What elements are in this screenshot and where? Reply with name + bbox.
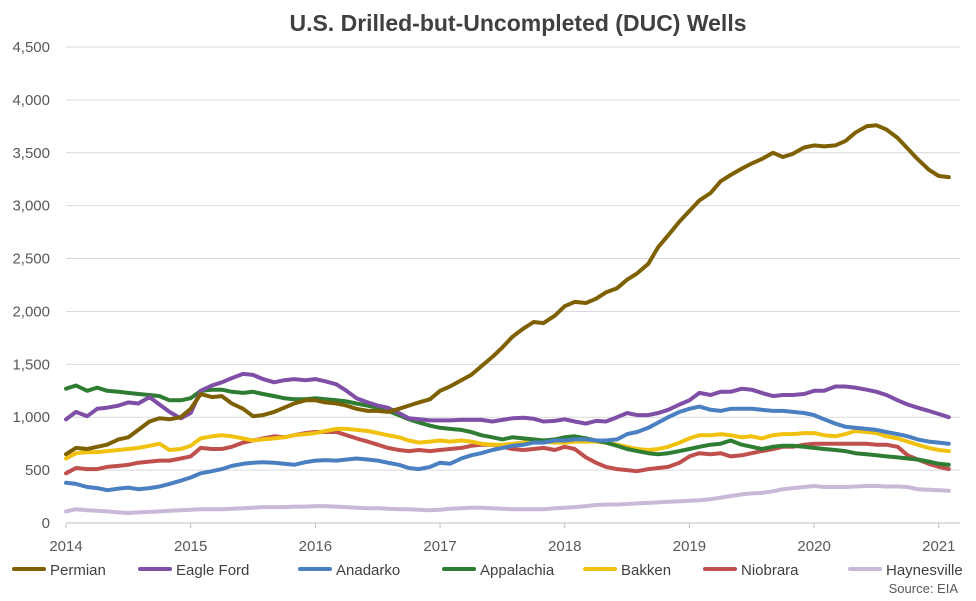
y-tick-label: 4,500 bbox=[12, 39, 50, 56]
y-tick-label: 3,500 bbox=[12, 145, 50, 162]
y-tick-label: 1,500 bbox=[12, 356, 50, 373]
y-tick-label: 0 bbox=[42, 515, 50, 532]
x-tick-label: 2014 bbox=[49, 538, 82, 555]
x-axis-ticks: 2014 2015 2016 2017 2018 2019 2020 2021 bbox=[49, 523, 955, 555]
y-tick-label: 1,000 bbox=[12, 409, 50, 426]
series-lines bbox=[64, 123, 951, 515]
y-tick-label: 4,000 bbox=[12, 92, 50, 109]
legend: Permian Eagle Ford Anadarko Appalachia Bakke… bbox=[12, 562, 963, 579]
y-tick-label: 3,000 bbox=[12, 198, 50, 215]
y-axis-ticks: 0 500 1,000 1,500 2,000 2,500 3,000 3,500 4,000 4… bbox=[12, 39, 50, 532]
series-line-eagle-ford bbox=[64, 371, 951, 426]
x-tick-label: 2017 bbox=[423, 538, 456, 555]
x-tick-label: 2018 bbox=[548, 538, 581, 555]
gridlines bbox=[66, 46, 960, 471]
x-tick-label: 2016 bbox=[299, 538, 332, 555]
source-note: Source: EIA bbox=[889, 581, 959, 596]
series-line-bakken bbox=[64, 426, 951, 461]
legend-label-haynesville: Haynesville bbox=[886, 562, 963, 579]
y-tick-label: 2,000 bbox=[12, 303, 50, 320]
series-line-permian bbox=[64, 123, 951, 457]
series-line-haynesville bbox=[64, 484, 951, 515]
chart-title: U.S. Drilled-but-Uncompleted (DUC) Wells bbox=[289, 10, 746, 36]
legend-label-permian: Permian bbox=[50, 562, 106, 579]
x-tick-label: 2021 bbox=[922, 538, 955, 555]
series-line-anadarko bbox=[64, 404, 951, 493]
legend-label-anadarko: Anadarko bbox=[336, 562, 400, 579]
x-tick-label: 2019 bbox=[673, 538, 706, 555]
series-line-appalachia bbox=[64, 383, 951, 467]
legend-label-bakken: Bakken bbox=[621, 562, 671, 579]
x-tick-label: 2020 bbox=[797, 538, 830, 555]
x-tick-label: 2015 bbox=[174, 538, 207, 555]
legend-label-eagle-ford: Eagle Ford bbox=[176, 562, 249, 579]
legend-label-appalachia: Appalachia bbox=[480, 562, 555, 579]
legend-label-niobrara: Niobrara bbox=[741, 562, 799, 579]
y-tick-label: 2,500 bbox=[12, 251, 50, 268]
y-tick-label: 500 bbox=[25, 462, 50, 479]
